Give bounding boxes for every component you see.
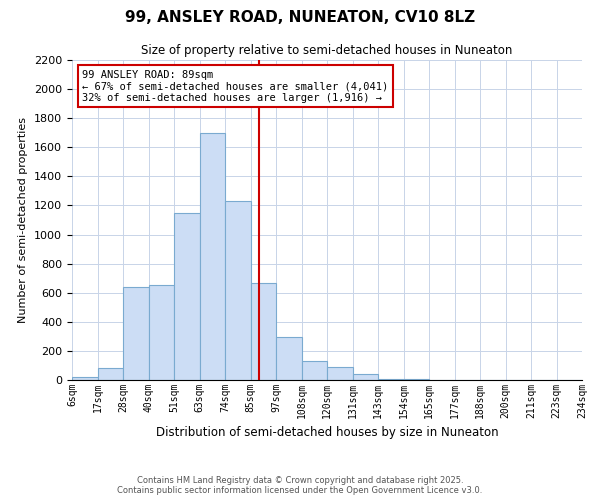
Bar (378, 378, 404, 380)
Bar (97, 368, 123, 380)
Text: 99, ANSLEY ROAD, NUNEATON, CV10 8LZ: 99, ANSLEY ROAD, NUNEATON, CV10 8LZ (125, 10, 475, 25)
Bar (72, 377, 97, 380)
Bar (276, 337, 302, 380)
Bar (225, 201, 251, 380)
Bar (149, 286, 174, 380)
Bar (174, 212, 199, 380)
Bar (353, 374, 378, 380)
Text: Contains HM Land Registry data © Crown copyright and database right 2025.
Contai: Contains HM Land Registry data © Crown c… (118, 476, 482, 495)
Bar (327, 367, 353, 380)
Bar (251, 282, 276, 380)
Bar (302, 361, 327, 380)
Bar (123, 287, 149, 380)
X-axis label: Distribution of semi-detached houses by size in Nuneaton: Distribution of semi-detached houses by … (155, 426, 499, 440)
Y-axis label: Number of semi-detached properties: Number of semi-detached properties (19, 117, 28, 323)
Title: Size of property relative to semi-detached houses in Nuneaton: Size of property relative to semi-detach… (142, 44, 512, 58)
Bar (199, 132, 225, 380)
Text: 99 ANSLEY ROAD: 89sqm
← 67% of semi-detached houses are smaller (4,041)
32% of s: 99 ANSLEY ROAD: 89sqm ← 67% of semi-deta… (82, 70, 388, 103)
